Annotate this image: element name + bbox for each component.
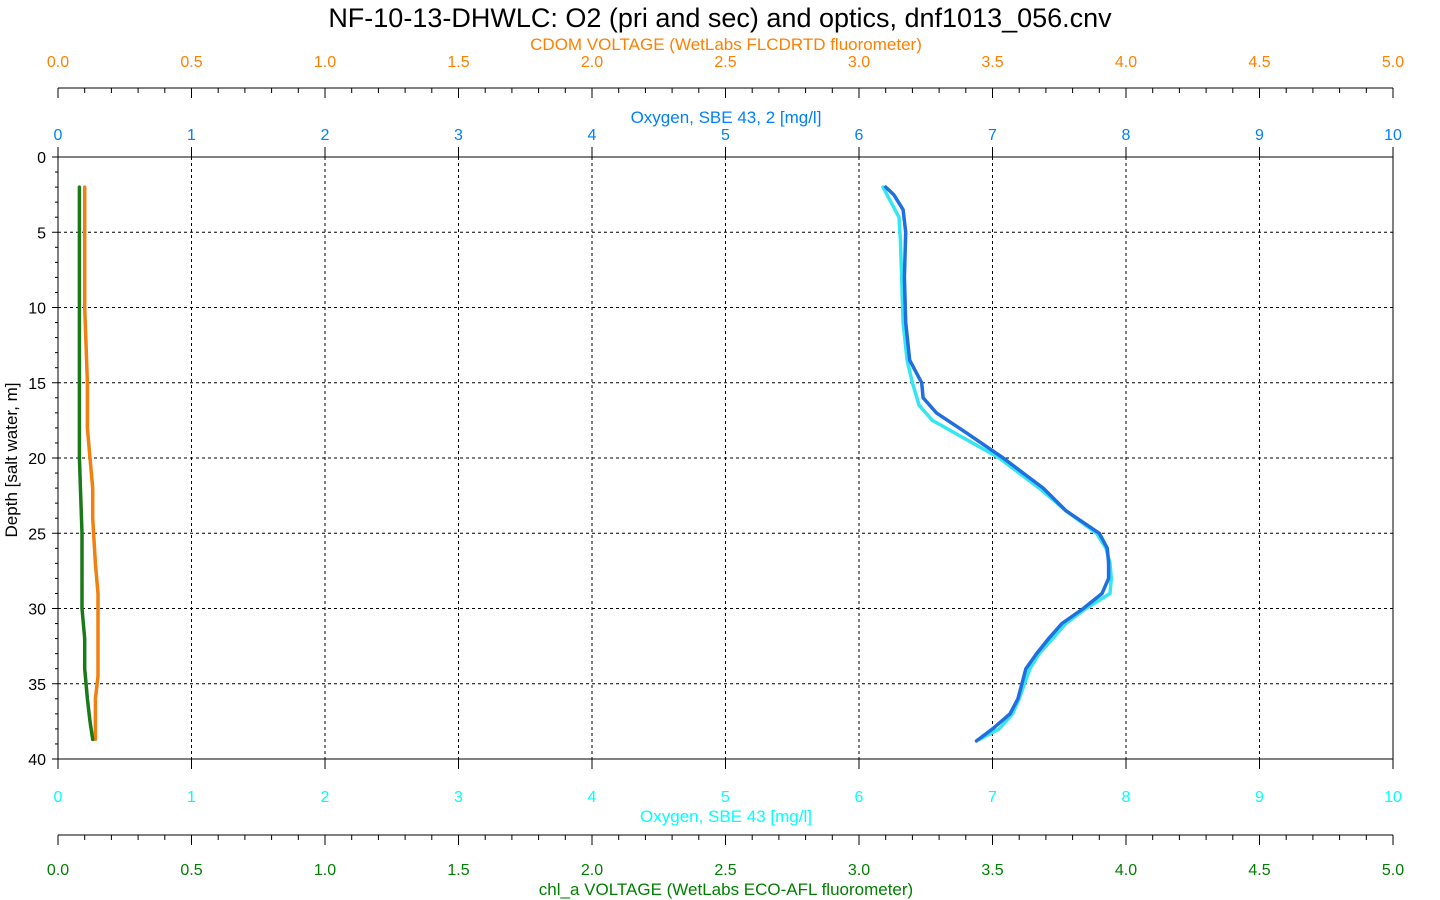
oxy1-tick-label: 9 [1255,789,1264,806]
oxy2-tick-label: 4 [588,127,597,144]
oxy1-tick-label: 5 [721,789,730,806]
chl-tick-label: 2.0 [581,862,603,879]
oxy2-tick-label: 8 [1122,127,1131,144]
cdom-tick-label: 1.0 [314,54,336,71]
chl-axis-label: chl_a VOLTAGE (WetLabs ECO-AFL fluoromet… [539,880,913,899]
y-tick-label: 15 [28,376,46,393]
oxy2-tick-label: 1 [187,127,196,144]
oxy1-tick-label: 8 [1122,789,1131,806]
chart-title: NF-10-13-DHWLC: O2 (pri and sec) and opt… [328,3,1112,33]
chl-tick-label: 1.5 [447,862,469,879]
cdom-tick-label: 4.0 [1115,54,1137,71]
oxy1-tick-label: 0 [54,789,63,806]
oxy2-tick-label: 9 [1255,127,1264,144]
y-tick-label: 40 [28,752,46,769]
oxy1-tick-label: 3 [454,789,463,806]
y-tick-label: 5 [37,225,46,242]
cdom-tick-label: 0.5 [180,54,202,71]
y-tick-label: 35 [28,677,46,694]
chl-tick-label: 5.0 [1382,862,1404,879]
cdom-tick-label: 0.0 [47,54,69,71]
cdom-axis-label: CDOM VOLTAGE (WetLabs FLCDRTD fluoromete… [530,35,922,54]
cdom-tick-label: 3.0 [848,54,870,71]
y-axis-label: Depth [salt water, m] [2,383,21,538]
chl-tick-label: 4.0 [1115,862,1137,879]
chl-tick-label: 2.5 [714,862,736,879]
oxy2-axis-label: Oxygen, SBE 43, 2 [mg/l] [631,108,822,127]
cdom-tick-label: 2.0 [581,54,603,71]
oxy1-series-line [881,185,1114,742]
cdom-tick-label: 5.0 [1382,54,1404,71]
chl-tick-label: 0.0 [47,862,69,879]
y-tick-label: 10 [28,301,46,318]
oxy1-tick-label: 1 [187,789,196,806]
oxy1-tick-label: 10 [1384,789,1402,806]
oxy1-tick-label: 7 [988,789,997,806]
oxy1-axis-label: Oxygen, SBE 43 [mg/l] [640,807,812,826]
chl-tick-label: 1.0 [314,862,336,879]
chl-series-line [77,185,95,742]
y-tick-label: 25 [28,526,46,543]
oxy2-tick-label: 0 [54,127,63,144]
cdom-tick-label: 1.5 [447,54,469,71]
oxy1-tick-label: 6 [855,789,864,806]
grid [58,157,1393,759]
cdom-tick-label: 4.5 [1248,54,1270,71]
y-tick-label: 20 [28,451,46,468]
y-tick-label: 30 [28,602,46,619]
cdom-tick-label: 2.5 [714,54,736,71]
oxy2-tick-label: 6 [855,127,864,144]
y-tick-label: 0 [37,150,46,167]
cdom-series-line [82,185,100,742]
oxy2-tick-label: 5 [721,127,730,144]
chl-tick-label: 0.5 [180,862,202,879]
oxy2-series-line [883,185,1111,743]
cdom-tick-label: 3.5 [981,54,1003,71]
chl-tick-label: 3.0 [848,862,870,879]
oxy1-tick-label: 4 [588,789,597,806]
oxy2-tick-label: 3 [454,127,463,144]
oxy2-tick-label: 10 [1384,127,1402,144]
oxy1-tick-label: 2 [321,789,330,806]
series-group [77,185,1114,743]
chl-tick-label: 4.5 [1248,862,1270,879]
oxy2-tick-label: 2 [321,127,330,144]
oxy2-tick-label: 7 [988,127,997,144]
chl-tick-label: 3.5 [981,862,1003,879]
